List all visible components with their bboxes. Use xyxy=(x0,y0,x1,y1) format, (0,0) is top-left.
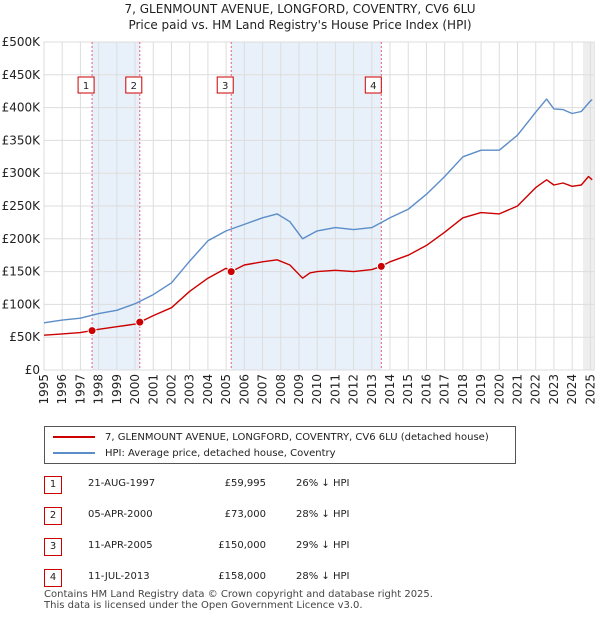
y-tick-label: £450K xyxy=(2,68,42,82)
sale-marker-box xyxy=(125,76,143,94)
legend-label-property: 7, GLENMOUNT AVENUE, LONGFORD, COVENTRY,… xyxy=(105,431,489,443)
x-tick-label: 2016 xyxy=(419,374,433,405)
x-tick-label: 2018 xyxy=(456,374,470,405)
table-row: 3 11-APR-2005 £150,000 29% ↓ HPI xyxy=(44,534,564,565)
y-tick-label: £250K xyxy=(2,199,42,213)
legend-label-hpi: HPI: Average price, detached house, Cove… xyxy=(105,447,336,459)
x-tick-label: 2011 xyxy=(328,374,342,405)
x-tick-label: 2023 xyxy=(547,374,561,405)
sale-date: 21-AUG-1997 xyxy=(88,478,156,489)
sale-marker-label: 3 xyxy=(222,81,228,92)
sale-price: £150,000 xyxy=(218,540,266,551)
sale-hpi-diff: 29% ↓ HPI xyxy=(296,540,350,551)
x-tick-label: 2003 xyxy=(183,374,197,405)
footer: Contains HM Land Registry data © Crown c… xyxy=(44,589,433,611)
series-line-hpi xyxy=(43,98,593,324)
x-tick-label: 2008 xyxy=(274,374,288,405)
sale-marker-box xyxy=(364,76,382,94)
sale-point xyxy=(87,326,97,336)
legend-entry-property: 7, GLENMOUNT AVENUE, LONGFORD, COVENTRY,… xyxy=(53,430,489,444)
table-row: 4 11-JUL-2013 £158,000 28% ↓ HPI xyxy=(44,565,564,596)
sale-point xyxy=(135,317,145,327)
x-tick-label: 2006 xyxy=(237,374,251,405)
sale-price: £59,995 xyxy=(224,478,266,489)
x-tick-label: 1998 xyxy=(92,374,106,405)
y-tick-label: £50K xyxy=(9,330,41,344)
y-tick-label: £200K xyxy=(2,232,42,246)
y-tick-label: £300K xyxy=(2,166,42,180)
sale-price: £73,000 xyxy=(224,509,266,520)
y-tick-label: £500K xyxy=(2,35,42,49)
x-tick-label: 2002 xyxy=(164,374,178,405)
x-tick-label: 2021 xyxy=(511,374,525,405)
y-tick-label: £350K xyxy=(2,133,42,147)
y-tick-label: £0 xyxy=(25,363,40,377)
x-tick-label: 2020 xyxy=(492,374,506,405)
table-row: 2 05-APR-2000 £73,000 28% ↓ HPI xyxy=(44,503,564,534)
x-tick-label: 1997 xyxy=(73,374,87,405)
sale-marker-label: 2 xyxy=(131,81,137,92)
y-tick-label: £400K xyxy=(2,101,42,115)
sale-hpi-diff: 28% ↓ HPI xyxy=(296,571,350,582)
sale-number-badge: 2 xyxy=(44,507,62,525)
footer-copyright: Contains HM Land Registry data © Crown c… xyxy=(44,589,433,600)
sale-number-badge: 1 xyxy=(44,476,62,494)
x-tick-label: 2019 xyxy=(474,374,488,405)
x-tick-label: 1999 xyxy=(110,374,124,405)
x-tick-label: 2017 xyxy=(438,374,452,405)
sale-date: 05-APR-2000 xyxy=(88,509,153,520)
x-tick-label: 1995 xyxy=(37,374,51,405)
y-tick-label: £150K xyxy=(2,265,42,279)
x-tick-label: 2004 xyxy=(201,374,215,405)
x-tick-label: 2022 xyxy=(529,374,543,405)
x-tick-label: 2024 xyxy=(565,374,579,405)
x-tick-label: 2012 xyxy=(347,374,361,405)
x-tick-label: 2025 xyxy=(583,374,597,405)
sale-marker-box xyxy=(77,76,95,94)
x-tick-label: 2005 xyxy=(219,374,233,405)
sales-table: 1 21-AUG-1997 £59,995 26% ↓ HPI 2 05-APR… xyxy=(44,472,564,596)
x-tick-label: 2013 xyxy=(365,374,379,405)
chart-title: 7, GLENMOUNT AVENUE, LONGFORD, COVENTRY,… xyxy=(124,2,476,16)
x-tick-label: 2009 xyxy=(292,374,306,405)
sale-number-badge: 3 xyxy=(44,538,62,556)
x-tick-label: 2014 xyxy=(383,374,397,405)
sale-point xyxy=(376,261,386,271)
sale-marker-label: 4 xyxy=(370,81,376,92)
sale-hpi-diff: 26% ↓ HPI xyxy=(296,478,350,489)
sale-marker-label: 1 xyxy=(83,81,89,92)
x-tick-label: 2007 xyxy=(256,374,270,405)
sale-hpi-diff: 28% ↓ HPI xyxy=(296,509,350,520)
price-chart: £0 £50K £100K £150K £200K £250K £300K £350K £400… xyxy=(2,35,598,405)
sale-marker-box xyxy=(216,76,234,94)
sale-point xyxy=(226,267,236,277)
x-tick-label: 2010 xyxy=(310,374,324,405)
sale-date: 11-JUL-2013 xyxy=(88,571,150,582)
y-tick-label: £100K xyxy=(2,297,42,311)
legend-entry-hpi: HPI: Average price, detached house, Cove… xyxy=(53,446,336,460)
legend-swatch-blue xyxy=(53,452,95,454)
sale-price: £158,000 xyxy=(218,571,266,582)
x-tick-label: 2000 xyxy=(128,374,142,405)
chart-subtitle: Price paid vs. HM Land Registry's House … xyxy=(128,18,472,32)
footer-license: This data is licensed under the Open Gov… xyxy=(44,600,363,611)
table-row: 1 21-AUG-1997 £59,995 26% ↓ HPI xyxy=(44,472,564,503)
x-tick-label: 2001 xyxy=(146,374,160,405)
legend: 7, GLENMOUNT AVENUE, LONGFORD, COVENTRY,… xyxy=(44,426,516,464)
sale-date: 11-APR-2005 xyxy=(88,540,153,551)
x-tick-label: 1996 xyxy=(55,374,69,405)
legend-swatch-red xyxy=(53,436,95,438)
x-tick-label: 2015 xyxy=(401,374,415,405)
sale-number-badge: 4 xyxy=(44,569,62,587)
